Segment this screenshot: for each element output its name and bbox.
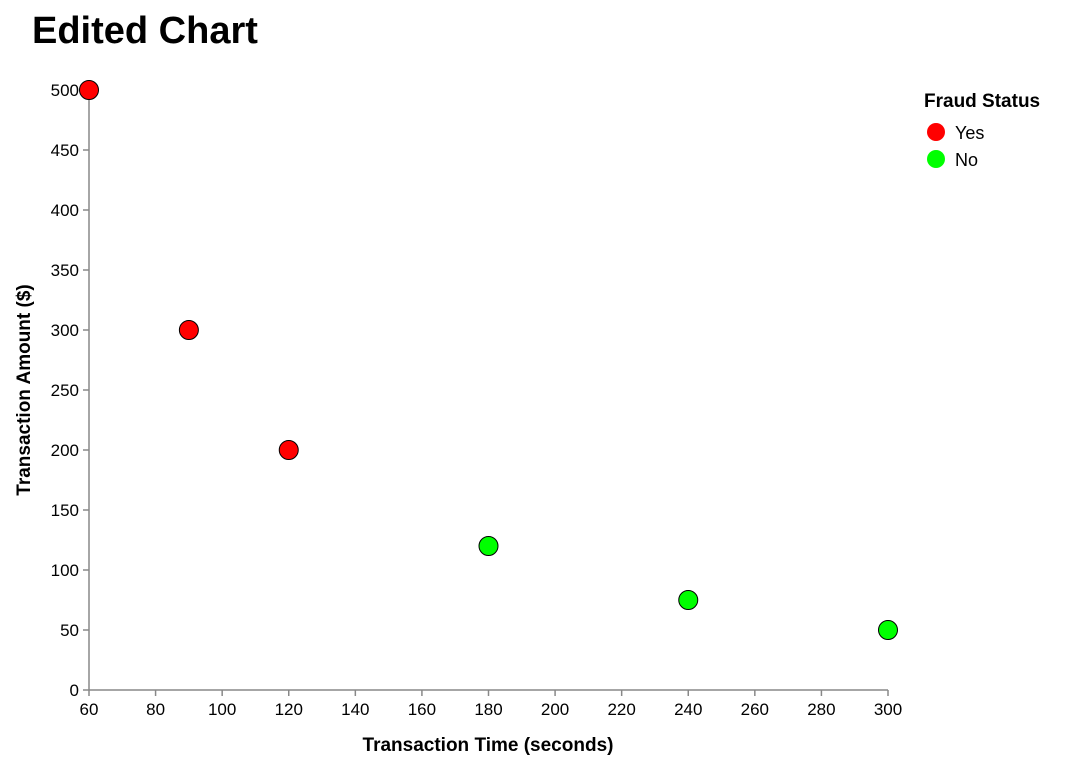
x-tick-label: 220: [607, 700, 635, 719]
y-axis-title: Transaction Amount ($): [14, 284, 35, 495]
x-tick-label: 240: [674, 700, 702, 719]
x-tick-label: 300: [874, 700, 902, 719]
chart-title: Edited Chart: [32, 10, 258, 52]
y-tick-label: 450: [51, 141, 79, 160]
data-point-yes[interactable]: [178, 320, 199, 340]
y-tick-label: 200: [51, 441, 79, 460]
x-tick-label: 60: [80, 700, 99, 719]
y-tick-label: 150: [51, 501, 79, 520]
legend-swatch-no: [927, 150, 945, 168]
x-tick-label: 100: [208, 700, 236, 719]
data-point-no[interactable]: [878, 620, 898, 640]
y-tick-label: 300: [51, 321, 79, 340]
y-tick-label: 400: [51, 201, 79, 220]
legend-label-yes: Yes: [955, 123, 984, 143]
y-tick-label: 0: [70, 681, 79, 700]
data-point-yes[interactable]: [278, 440, 299, 460]
y-tick-label: 100: [51, 561, 79, 580]
x-tick-label: 160: [408, 700, 436, 719]
x-tick-label: 280: [807, 700, 835, 719]
legend: Fraud Status Yes No: [924, 91, 1040, 170]
x-axis: 60 80 100 120 140 160 180 200 220 240 260 280 300: [80, 689, 902, 719]
x-tick-label: 180: [474, 700, 502, 719]
y-tick-label: 500: [51, 81, 79, 100]
x-tick-label: 80: [146, 700, 165, 719]
data-point-no[interactable]: [678, 590, 699, 610]
legend-label-no: No: [955, 150, 978, 170]
y-tick-label: 250: [51, 381, 79, 400]
data-points: [79, 80, 898, 640]
x-tick-label: 200: [541, 700, 569, 719]
y-tick-label: 50: [60, 621, 79, 640]
x-tick-label: 260: [741, 700, 769, 719]
data-point-no[interactable]: [478, 536, 499, 556]
x-tick-label: 140: [341, 700, 369, 719]
y-axis: 0 50 100 150 200 250 300 350 400 450 500: [51, 81, 90, 700]
legend-swatch-yes: [927, 123, 945, 141]
data-point-yes[interactable]: [79, 80, 99, 100]
y-tick-label: 350: [51, 261, 79, 280]
x-axis-title: Transaction Time (seconds): [363, 735, 614, 756]
legend-title: Fraud Status: [924, 91, 1040, 112]
x-tick-label: 120: [275, 700, 303, 719]
